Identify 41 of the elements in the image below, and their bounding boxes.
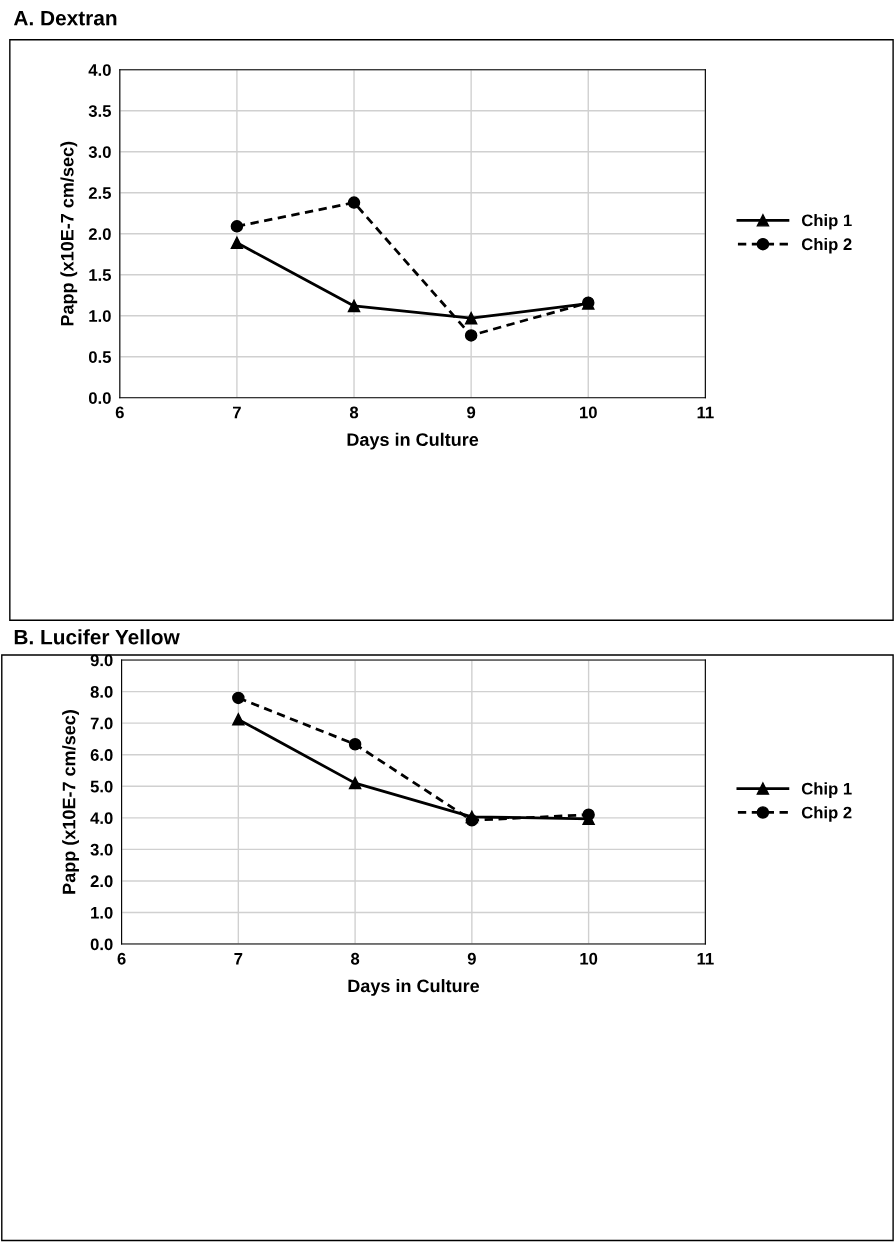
x-tick-label: 6 [117, 952, 126, 965]
legend-label: Chip 1 [801, 782, 852, 798]
y-tick-label: 3.0 [88, 146, 111, 158]
y-axis-title: Papp (x10E-7 cm/sec) [62, 710, 79, 894]
y-tick-label: 3.5 [88, 105, 111, 117]
y-tick-label: 2.0 [88, 228, 111, 240]
x-tick-label: 7 [234, 953, 243, 965]
x-tick-label: 8 [349, 406, 359, 419]
x-tick-label: 10 [580, 952, 598, 965]
x-tick-label: 6 [115, 406, 124, 419]
legend-label: Chip 2 [801, 806, 852, 822]
x-tick-label: 10 [580, 406, 597, 419]
y-tick-label: 8.0 [90, 685, 113, 698]
y-tick-label: 0.0 [88, 392, 111, 404]
x-tick-label: 11 [697, 406, 714, 419]
y-tick-label: 0.5 [88, 351, 111, 363]
legend-label: Chip 1 [801, 214, 852, 230]
x-axis-title: Days in Culture [348, 979, 480, 996]
y-tick-label: 1.0 [89, 310, 111, 322]
x-tick-label: 7 [232, 406, 241, 419]
y-tick-label: 4.0 [88, 64, 111, 76]
y-tick-label: 5.0 [90, 780, 113, 793]
chart-title: B. Lucifer Yellow [14, 629, 180, 645]
y-tick-label: 6.0 [90, 749, 113, 761]
x-tick-label: 11 [697, 953, 714, 965]
y-tick-label: 4.0 [90, 812, 113, 825]
chart-title: A. Dextran [13, 10, 117, 26]
y-tick-label: 7.0 [90, 717, 113, 730]
x-axis-title: Days in Culture [347, 432, 479, 450]
y-tick-label: 0.0 [90, 938, 113, 951]
x-tick-label: 9 [467, 952, 476, 965]
x-tick-label: 8 [350, 952, 360, 965]
y-tick-label: 1.0 [91, 906, 113, 919]
y-tick-label: 1.5 [89, 269, 111, 281]
y-tick-label: 2.0 [90, 875, 113, 888]
y-tick-label: 2.5 [88, 187, 111, 199]
y-tick-label: 3.0 [90, 843, 113, 856]
x-tick-label: 9 [467, 406, 476, 419]
y-tick-label: 9.0 [90, 654, 113, 667]
legend-label: Chip 2 [801, 237, 852, 254]
y-axis-title: Papp (x10E-7 cm/sec) [60, 141, 78, 326]
